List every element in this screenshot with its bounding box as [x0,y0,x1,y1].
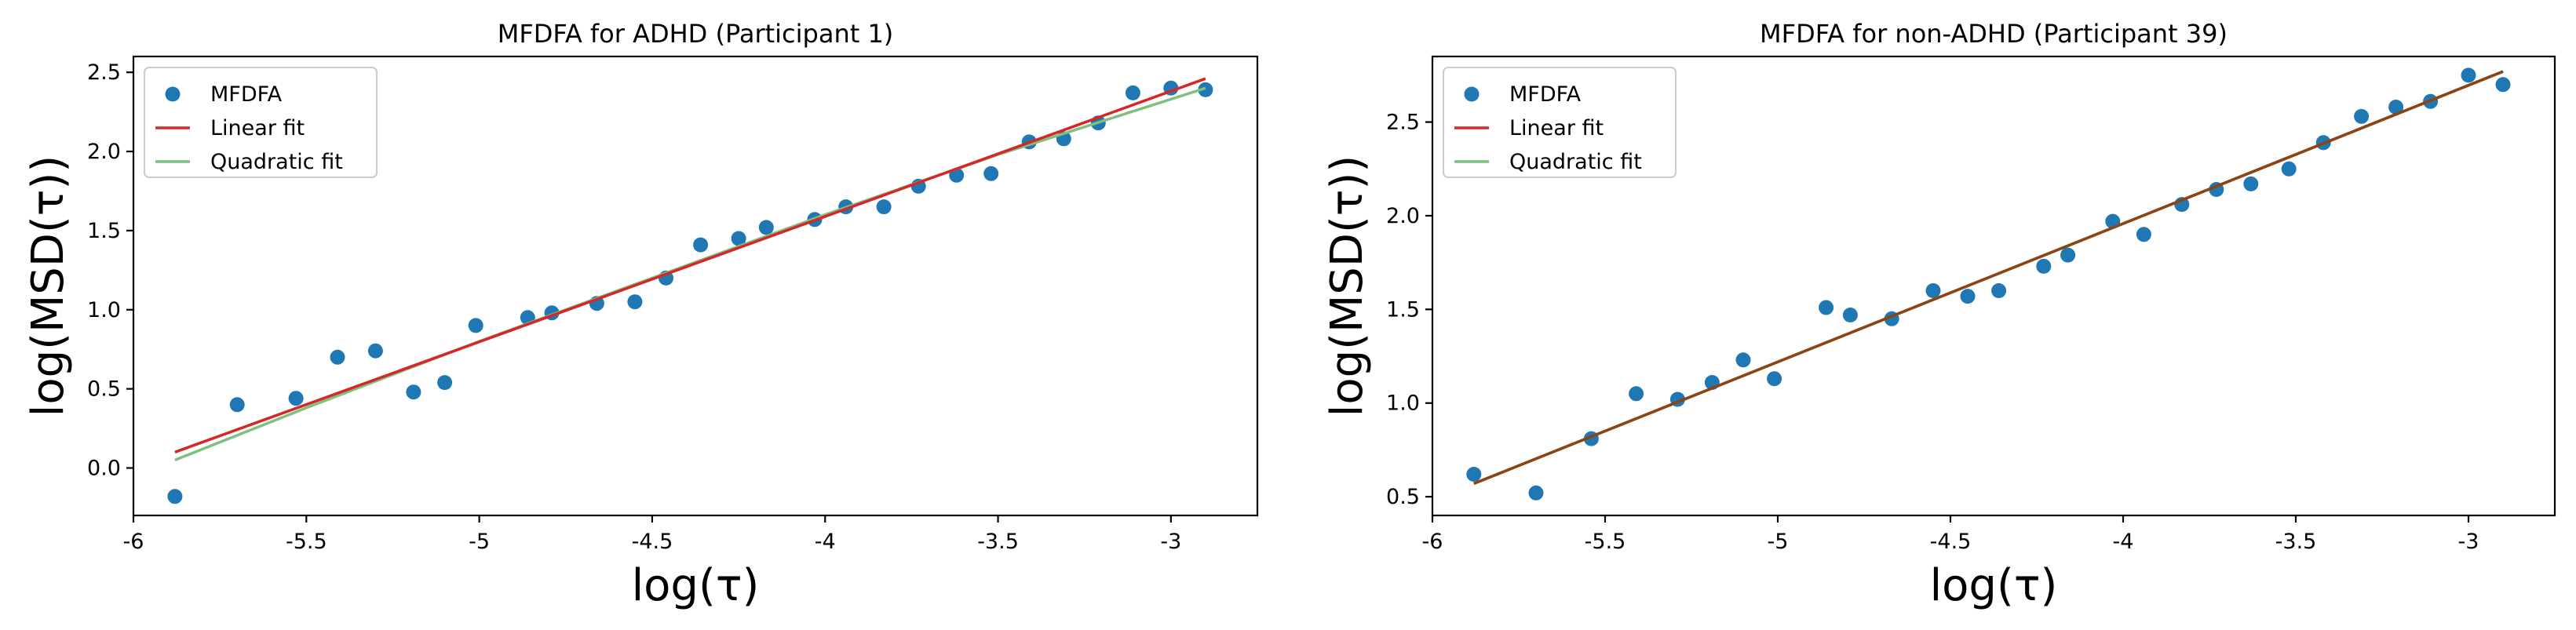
data-point [406,384,421,400]
x-tick-label: -4.5 [632,530,673,554]
chart-title: MFDFA for non-ADHD (Participant 39) [1760,19,2228,49]
data-point [229,397,245,413]
data-point [731,231,746,246]
data-point [2060,247,2076,263]
x-axis-label: log(τ) [1930,560,2058,611]
y-tick-label: 1.0 [1386,391,1420,416]
x-tick-label: -5.5 [1585,530,1626,554]
data-point [1925,283,1941,298]
data-point [876,199,892,215]
y-tick-label: 2.0 [1386,204,1420,228]
data-point [693,237,709,253]
legend-label: Quadratic fit [210,150,343,174]
data-point [468,318,483,333]
y-tick-label: 2.5 [87,60,121,85]
x-tick-label: -6 [1422,530,1443,554]
chart-title: MFDFA for ADHD (Participant 1) [498,19,894,49]
x-tick-label: -4.5 [1930,530,1972,554]
chart-adhd: MFDFA for ADHD (Participant 1) 0.0 0.5 1.0 1… [23,19,1259,611]
data-point [1960,289,1976,304]
y-tick-label: 2.5 [1386,111,1420,135]
chart-non-adhd: MFDFA for non-ADHD (Participant 39) 0.5 1.… [1322,19,2556,611]
data-point [2354,108,2370,124]
linear-fit-line [1473,70,2504,486]
plot-area [1466,67,2511,501]
x-tick-label: -5.5 [286,530,327,554]
data-point [2036,258,2052,274]
data-point [167,489,183,504]
data-point [2461,67,2476,83]
x-tick-label: -3 [1160,530,1181,554]
x-tick-label: -4 [2113,530,2134,554]
legend-label: MFDFA [210,82,283,107]
plot-area [167,77,1213,504]
legend-marker-mfdfa [165,86,181,102]
x-tick-label: -4 [815,530,836,554]
data-point [2136,227,2151,242]
data-point [288,391,304,406]
x-tick-label: -3.5 [2275,530,2317,554]
legend-marker-mfdfa [1464,86,1480,102]
x-tick-label: -5 [469,530,490,554]
legend-label: Quadratic fit [1509,150,1642,174]
data-point [1819,300,1834,315]
axes-frame [132,55,1259,517]
legend-label: Linear fit [210,116,305,140]
legend-label: MFDFA [1509,82,1582,107]
y-tick-label: 0.0 [87,456,121,480]
data-point [330,349,345,365]
data-point [758,220,774,235]
data-point [1629,386,1644,402]
data-point [2388,100,2404,115]
data-point [1125,85,1140,100]
y-tick-label: 1.0 [87,298,121,322]
data-point [367,343,383,359]
y-tick-label: 0.5 [1386,485,1420,509]
data-point [627,294,643,310]
data-point [1528,485,1544,501]
data-point [437,375,453,391]
data-point [1466,467,1482,482]
data-point [2243,176,2259,191]
legend: MFDFA Linear fit Quadratic fit [1443,67,1677,178]
data-point [2495,77,2511,93]
x-tick-label: -3 [2458,530,2479,554]
y-tick-label: 0.5 [87,377,121,402]
data-point [1842,308,1858,322]
data-point [983,166,999,181]
data-point [1735,352,1751,368]
x-axis-label: log(τ) [632,560,760,611]
x-tick-label: -6 [123,530,144,554]
x-tick-label: -3.5 [977,530,1019,554]
y-tick-label: 1.5 [1386,297,1420,322]
y-axis-label: log(MSD(τ)) [1322,155,1373,417]
axes-frame [1431,55,2556,517]
y-axis-label: log(MSD(τ)) [23,155,74,417]
legend: MFDFA Linear fit Quadratic fit [144,67,378,178]
legend-box [1443,67,1677,178]
data-point [1991,283,2007,298]
y-tick-label: 1.5 [87,219,121,243]
y-tick-label: 2.0 [87,140,121,164]
linear-fit-line [174,77,1206,453]
legend-box [144,67,378,178]
x-tick-label: -5 [1768,530,1789,554]
legend-label: Linear fit [1509,116,1604,140]
data-point [2281,161,2297,177]
data-point [1198,82,1213,97]
data-point [1767,371,1782,387]
